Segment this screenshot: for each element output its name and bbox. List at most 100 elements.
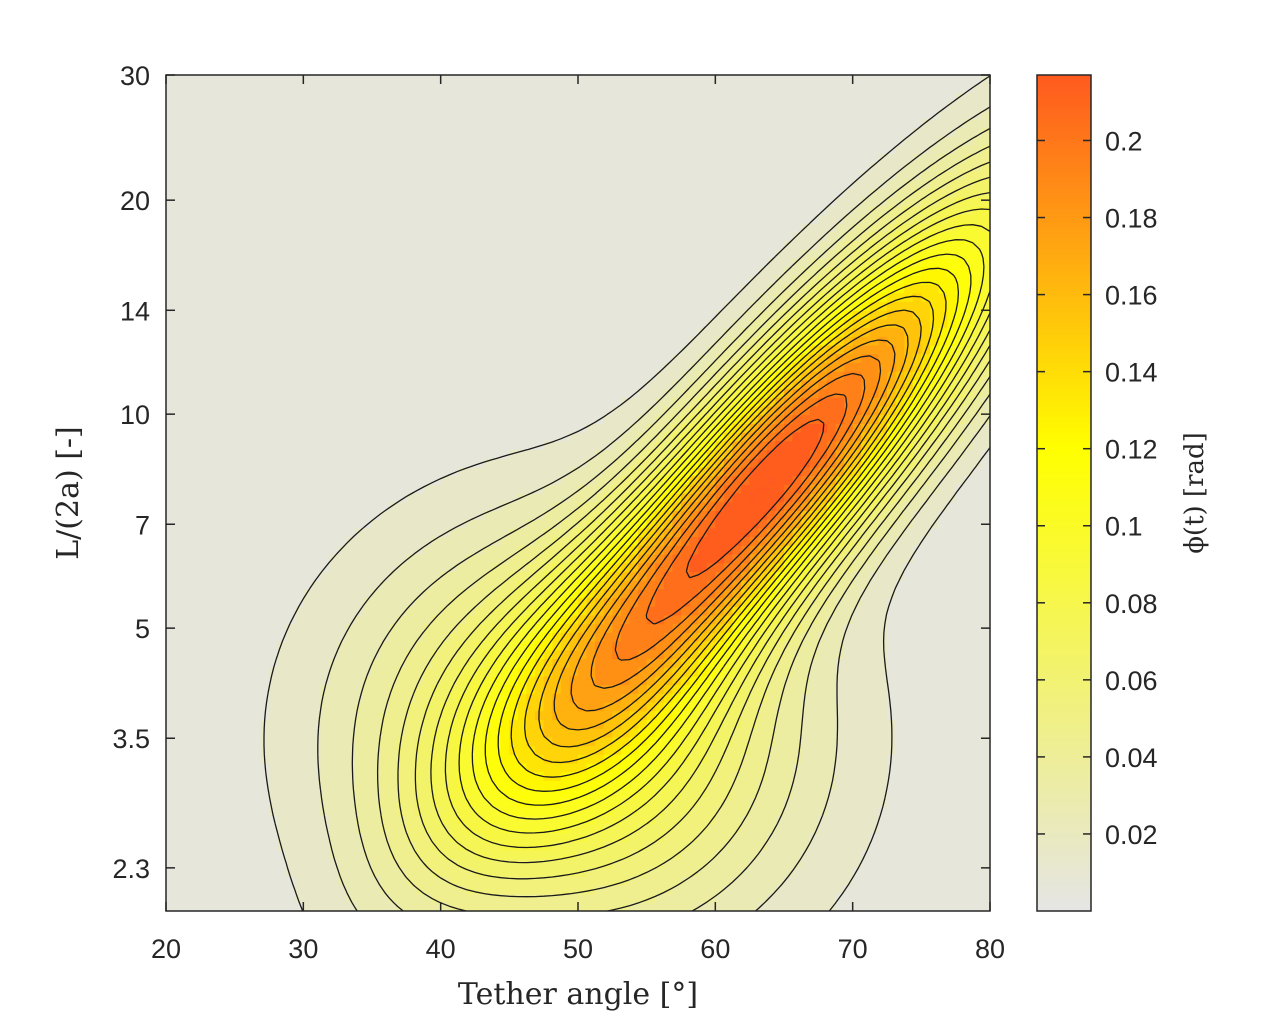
contour-band-cell [655,815,665,825]
contour-band-cell [483,562,493,572]
contour-band-cell [766,884,777,895]
contour-band-cell [758,527,768,538]
contour-band-cell [663,580,674,590]
contour-band-cell [166,684,176,694]
contour-band-cell [809,762,819,773]
contour-band-cell [200,850,210,860]
contour-band-cell [620,632,631,642]
contour-band-cell [535,553,545,564]
contour-band-cell [535,632,545,642]
contour-band-cell [389,571,399,581]
contour-band-cell [483,641,493,651]
contour-band-cell [389,902,399,911]
contour-band-cell [226,675,236,686]
contour-band-cell [526,702,536,712]
contour-band-cell [509,884,519,895]
contour-band-cell [251,797,262,808]
contour-band-cell [269,458,279,468]
contour-band-cell [749,797,759,808]
contour-band-cell [174,632,184,642]
contour-band-cell [406,510,416,520]
contour-band-cell [389,832,399,842]
contour-band-cell [861,466,871,477]
contour-band-cell [603,876,613,886]
contour-band-cell [372,710,382,721]
contour-band-cell [612,902,622,911]
contour-band-cell [243,667,253,677]
contour-band-cell [698,815,708,825]
contour-band-cell [414,754,425,764]
contour-band-cell [543,475,553,485]
contour-band-cell [835,728,845,738]
contour-band-cell [251,823,262,834]
contour-band-cell [603,527,613,538]
contour-band-cell [758,815,768,825]
contour-band-cell [363,789,373,799]
contour-band-cell [878,588,888,599]
contour-band-cell [303,614,313,625]
contour-band-cell [329,789,339,799]
contour-band-cell [638,632,648,642]
contour-band-cell [904,475,914,485]
contour-band-cell [363,536,373,546]
contour-band-cell [543,693,553,703]
contour-band-cell [269,902,279,911]
contour-band-cell [526,614,536,625]
contour-band-cell [672,762,682,773]
contour-band-cell [758,710,768,721]
contour-band-cell [363,902,373,911]
contour-band-cell [595,545,605,555]
contour-band-cell [183,466,193,477]
contour-band-cell [784,867,794,877]
contour-band-cell [947,606,957,616]
contour-band-cell [826,902,837,911]
contour-band-cell [646,745,656,755]
contour-band-cell [492,667,502,677]
contour-band-cell [500,867,510,877]
contour-band-cell [363,858,373,869]
contour-band-cell [638,710,648,721]
contour-band-cell [320,527,330,538]
contour-band-cell [955,510,965,520]
contour-band-cell [861,632,871,642]
contour-band-cell [646,510,656,520]
contour-band-cell [166,902,176,911]
contour-band-cell [612,884,622,895]
contour-band-cell [346,823,356,834]
contour-band-cell [380,806,390,816]
contour-band-cell [346,702,356,712]
contour-band-cell [372,632,382,642]
contour-band-cell [775,806,785,816]
contour-band-cell [286,667,296,677]
contour-band-cell [569,501,579,512]
contour-band-cell [174,832,184,842]
contour-band-cell [895,754,905,764]
contour-band-cell [826,797,837,808]
contour-band-cell [878,710,888,721]
contour-band-cell [526,771,536,781]
contour-band-cell [603,510,613,520]
contour-band-cell [311,510,322,520]
contour-band-cell [663,597,674,607]
contour-band-cell [251,641,262,651]
contour-band-cell [492,580,502,590]
contour-band-cell [706,571,716,581]
contour-band-cell [809,876,819,886]
contour-band-cell [929,580,940,590]
contour-band-cell [466,797,476,808]
contour-band-cell [861,858,871,869]
contour-band-cell [397,519,407,529]
contour-band-cell [243,510,253,520]
contour-band-cell [818,493,828,503]
contour-band-cell [826,789,837,799]
contour-band-cell [560,519,571,529]
contour-band-cell [895,632,905,642]
contour-band-cell [981,754,990,764]
contour-band-cell [689,867,699,877]
contour-band-cell [200,501,210,512]
contour-band-cell [655,797,665,808]
contour-band-cell [526,710,536,721]
contour-band-cell [191,553,201,564]
contour-band-cell [509,458,519,468]
contour-band-cell [432,728,442,738]
